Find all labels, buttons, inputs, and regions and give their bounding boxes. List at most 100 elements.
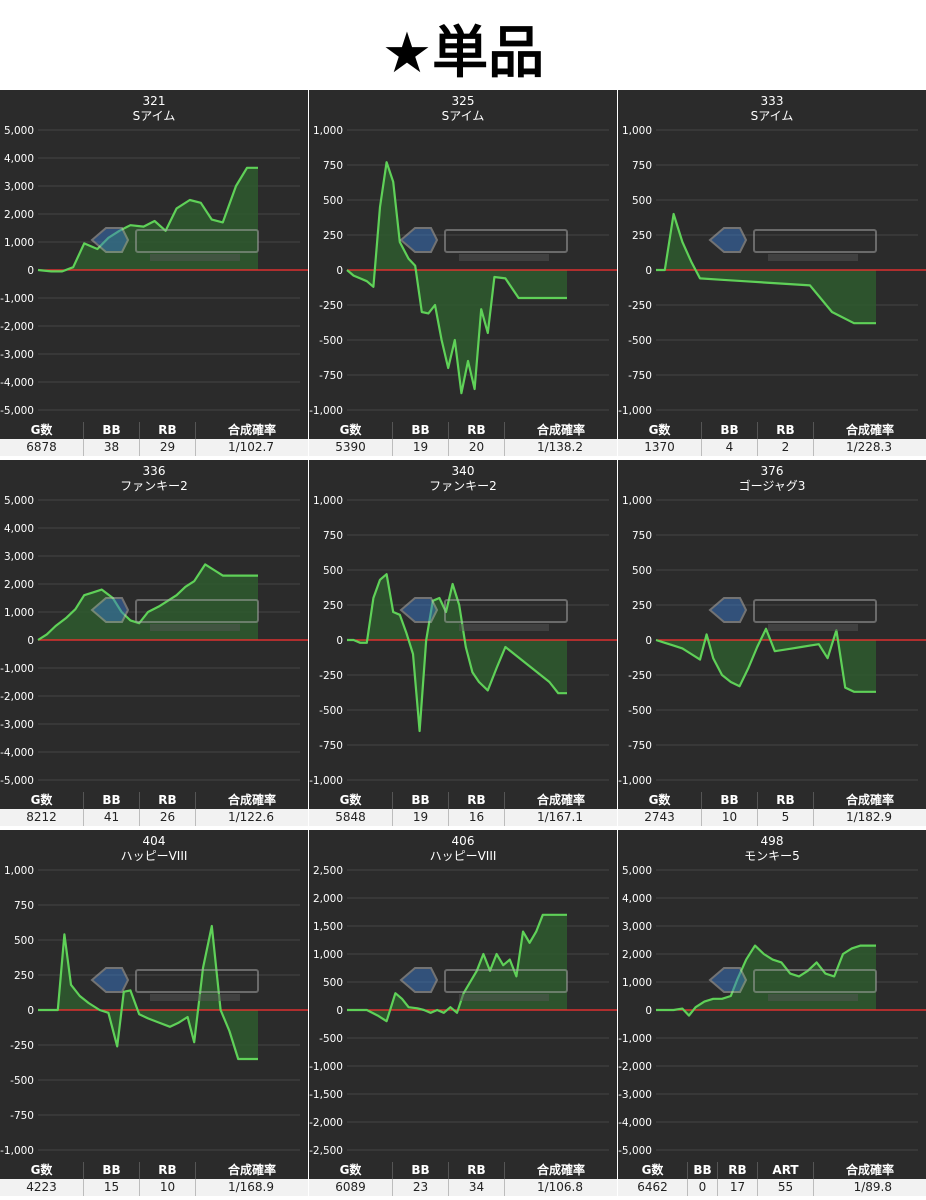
chart-panel-340: 340 ファンキー2 1,000 750 500 250 0 -250 -500 -750 -1,0… (309, 460, 617, 826)
stats-header-cell: BB (84, 1162, 140, 1179)
stats-value-row: 5848 19 16 1/167.1 (309, 809, 617, 826)
y-tick-label: 0 (27, 265, 34, 277)
y-tick-label: 750 (632, 530, 652, 542)
y-tick-label: -500 (319, 1033, 343, 1045)
y-tick-label: -500 (319, 705, 343, 717)
y-tick-label: -750 (10, 1110, 34, 1122)
stats-value-row: 6089 23 34 1/106.8 (309, 1179, 617, 1196)
stats-header-cell: BB (702, 792, 758, 809)
chart-panel-406: 406 ハッピーVIII 2,500 2,000 1,500 1,000 500 0 -500 -… (309, 830, 617, 1196)
stats-value-cell: 1/167.1 (536, 810, 583, 824)
y-tick-label: -2,500 (309, 1145, 343, 1157)
stats-table: G数 BB RB 合成確率 4223 15 10 1/168.9 (0, 1162, 308, 1196)
stats-value-row: 5390 19 20 1/138.2 (309, 439, 617, 456)
stats-header-cell: G数 (309, 422, 393, 439)
chart-subtitle: Sアイム (442, 109, 485, 123)
y-tick-label: 0 (645, 265, 652, 277)
stats-value-cell: 15 (84, 1179, 140, 1196)
y-tick-label: 1,000 (622, 977, 652, 989)
y-tick-label: -5,000 (0, 775, 34, 787)
y-tick-label: 1,000 (622, 125, 652, 137)
stats-header-cell: G数 (618, 1162, 688, 1179)
stats-value-cell: 2 (758, 439, 814, 456)
stats-header-cell: RB (449, 422, 505, 439)
chart-title: 406 (452, 834, 475, 848)
y-tick-label: 4,000 (622, 893, 652, 905)
y-tick-label: 2,000 (313, 893, 343, 905)
y-tick-label: 3,000 (622, 921, 652, 933)
stats-header-cell: BB (688, 1162, 718, 1179)
y-tick-label: 500 (323, 195, 343, 207)
stats-header-cell: 合成確率 (536, 1163, 585, 1177)
chart-subtitle: ハッピーVIII (121, 849, 188, 863)
stats-header-cell: 合成確率 (845, 423, 894, 437)
stats-value-row: 1370 4 2 1/228.3 (618, 439, 926, 456)
stats-header-row: G数 BB RB 合成確率 (309, 422, 617, 439)
y-tick-label: 4,000 (4, 153, 34, 165)
chart-title: 404 (143, 834, 166, 848)
y-tick-label: -750 (628, 740, 652, 752)
area-fill (38, 167, 258, 272)
stats-table: G数 BB RB 合成確率 5848 19 16 1/167.1 (309, 792, 617, 826)
area-fill (347, 162, 567, 394)
area-fill (347, 914, 567, 1022)
y-tick-label: -2,000 (309, 1117, 343, 1129)
watermark-logo (90, 967, 259, 1001)
chart-panel-498: 498 モンキー5 5,000 4,000 3,000 2,000 1,000 0 -1,000… (618, 830, 926, 1196)
chart-subtitle: モンキー5 (744, 849, 800, 863)
chart-panel-336: 336 ファンキー2 5,000 4,000 3,000 2,000 1,000 0 -1,00… (0, 460, 308, 826)
y-tick-label: 250 (323, 600, 343, 612)
y-tick-label: 3,000 (4, 181, 34, 193)
stats-value-cell: 1/138.2 (536, 440, 583, 454)
stats-value-cell: 41 (84, 809, 140, 826)
y-tick-label: -1,000 (618, 1033, 652, 1045)
y-tick-label: -750 (628, 370, 652, 382)
watermark-logo (399, 597, 568, 631)
watermark-logo (399, 227, 568, 261)
y-tick-label: 5,000 (4, 495, 34, 507)
chart-area: 340 ファンキー2 1,000 750 500 250 0 -250 -500 -750 -1,0… (309, 460, 617, 792)
chart-title: 321 (143, 94, 166, 108)
stats-value-cell: 5 (758, 809, 814, 826)
stats-header-cell: BB (702, 422, 758, 439)
y-tick-label: 750 (14, 900, 34, 912)
y-tick-label: 1,000 (313, 125, 343, 137)
y-tick-label: -3,000 (0, 349, 34, 361)
stats-header-cell: 合成確率 (536, 423, 585, 437)
watermark-logo (708, 227, 877, 261)
chart-area: 325 Sアイム 1,000 750 500 250 0 -250 -500 -750 -1,000 (309, 90, 617, 422)
watermark-logo (708, 967, 877, 1001)
stats-value-cell: 10 (140, 1179, 196, 1196)
y-tick-label: 5,000 (622, 865, 652, 877)
chart-subtitle: ファンキー2 (120, 479, 188, 493)
stats-header-cell: RB (718, 1162, 758, 1179)
stats-value-cell: 1/182.9 (845, 810, 892, 824)
stats-value-row: 6878 38 29 1/102.7 (0, 439, 308, 456)
y-tick-label: -500 (628, 705, 652, 717)
y-tick-label: 250 (632, 230, 652, 242)
y-tick-label: 250 (14, 970, 34, 982)
chart-area: 406 ハッピーVIII 2,500 2,000 1,500 1,000 500 0 -500 -… (309, 830, 617, 1162)
series-line (656, 212, 876, 325)
stats-header-cell: G数 (309, 792, 393, 809)
y-tick-label: -250 (628, 670, 652, 682)
stats-value-cell: 19 (393, 809, 449, 826)
y-tick-label: -1,000 (0, 1145, 34, 1157)
y-tick-label: 0 (336, 265, 343, 277)
y-tick-label: 0 (645, 635, 652, 647)
stats-value-cell: 1/89.8 (853, 1180, 892, 1194)
stats-value-row: 6462 0 17 55 1/89.8 (618, 1179, 926, 1196)
stats-header-row: G数 BB RB ART 合成確率 (618, 1162, 926, 1179)
chart-subtitle: ハッピーVIII (430, 849, 497, 863)
y-tick-label: 0 (27, 1005, 34, 1017)
stats-header-cell: 合成確率 (845, 793, 894, 807)
y-tick-label: 500 (323, 565, 343, 577)
stats-value-cell: 8212 (0, 809, 84, 826)
stats-header-row: G数 BB RB 合成確率 (0, 792, 308, 809)
